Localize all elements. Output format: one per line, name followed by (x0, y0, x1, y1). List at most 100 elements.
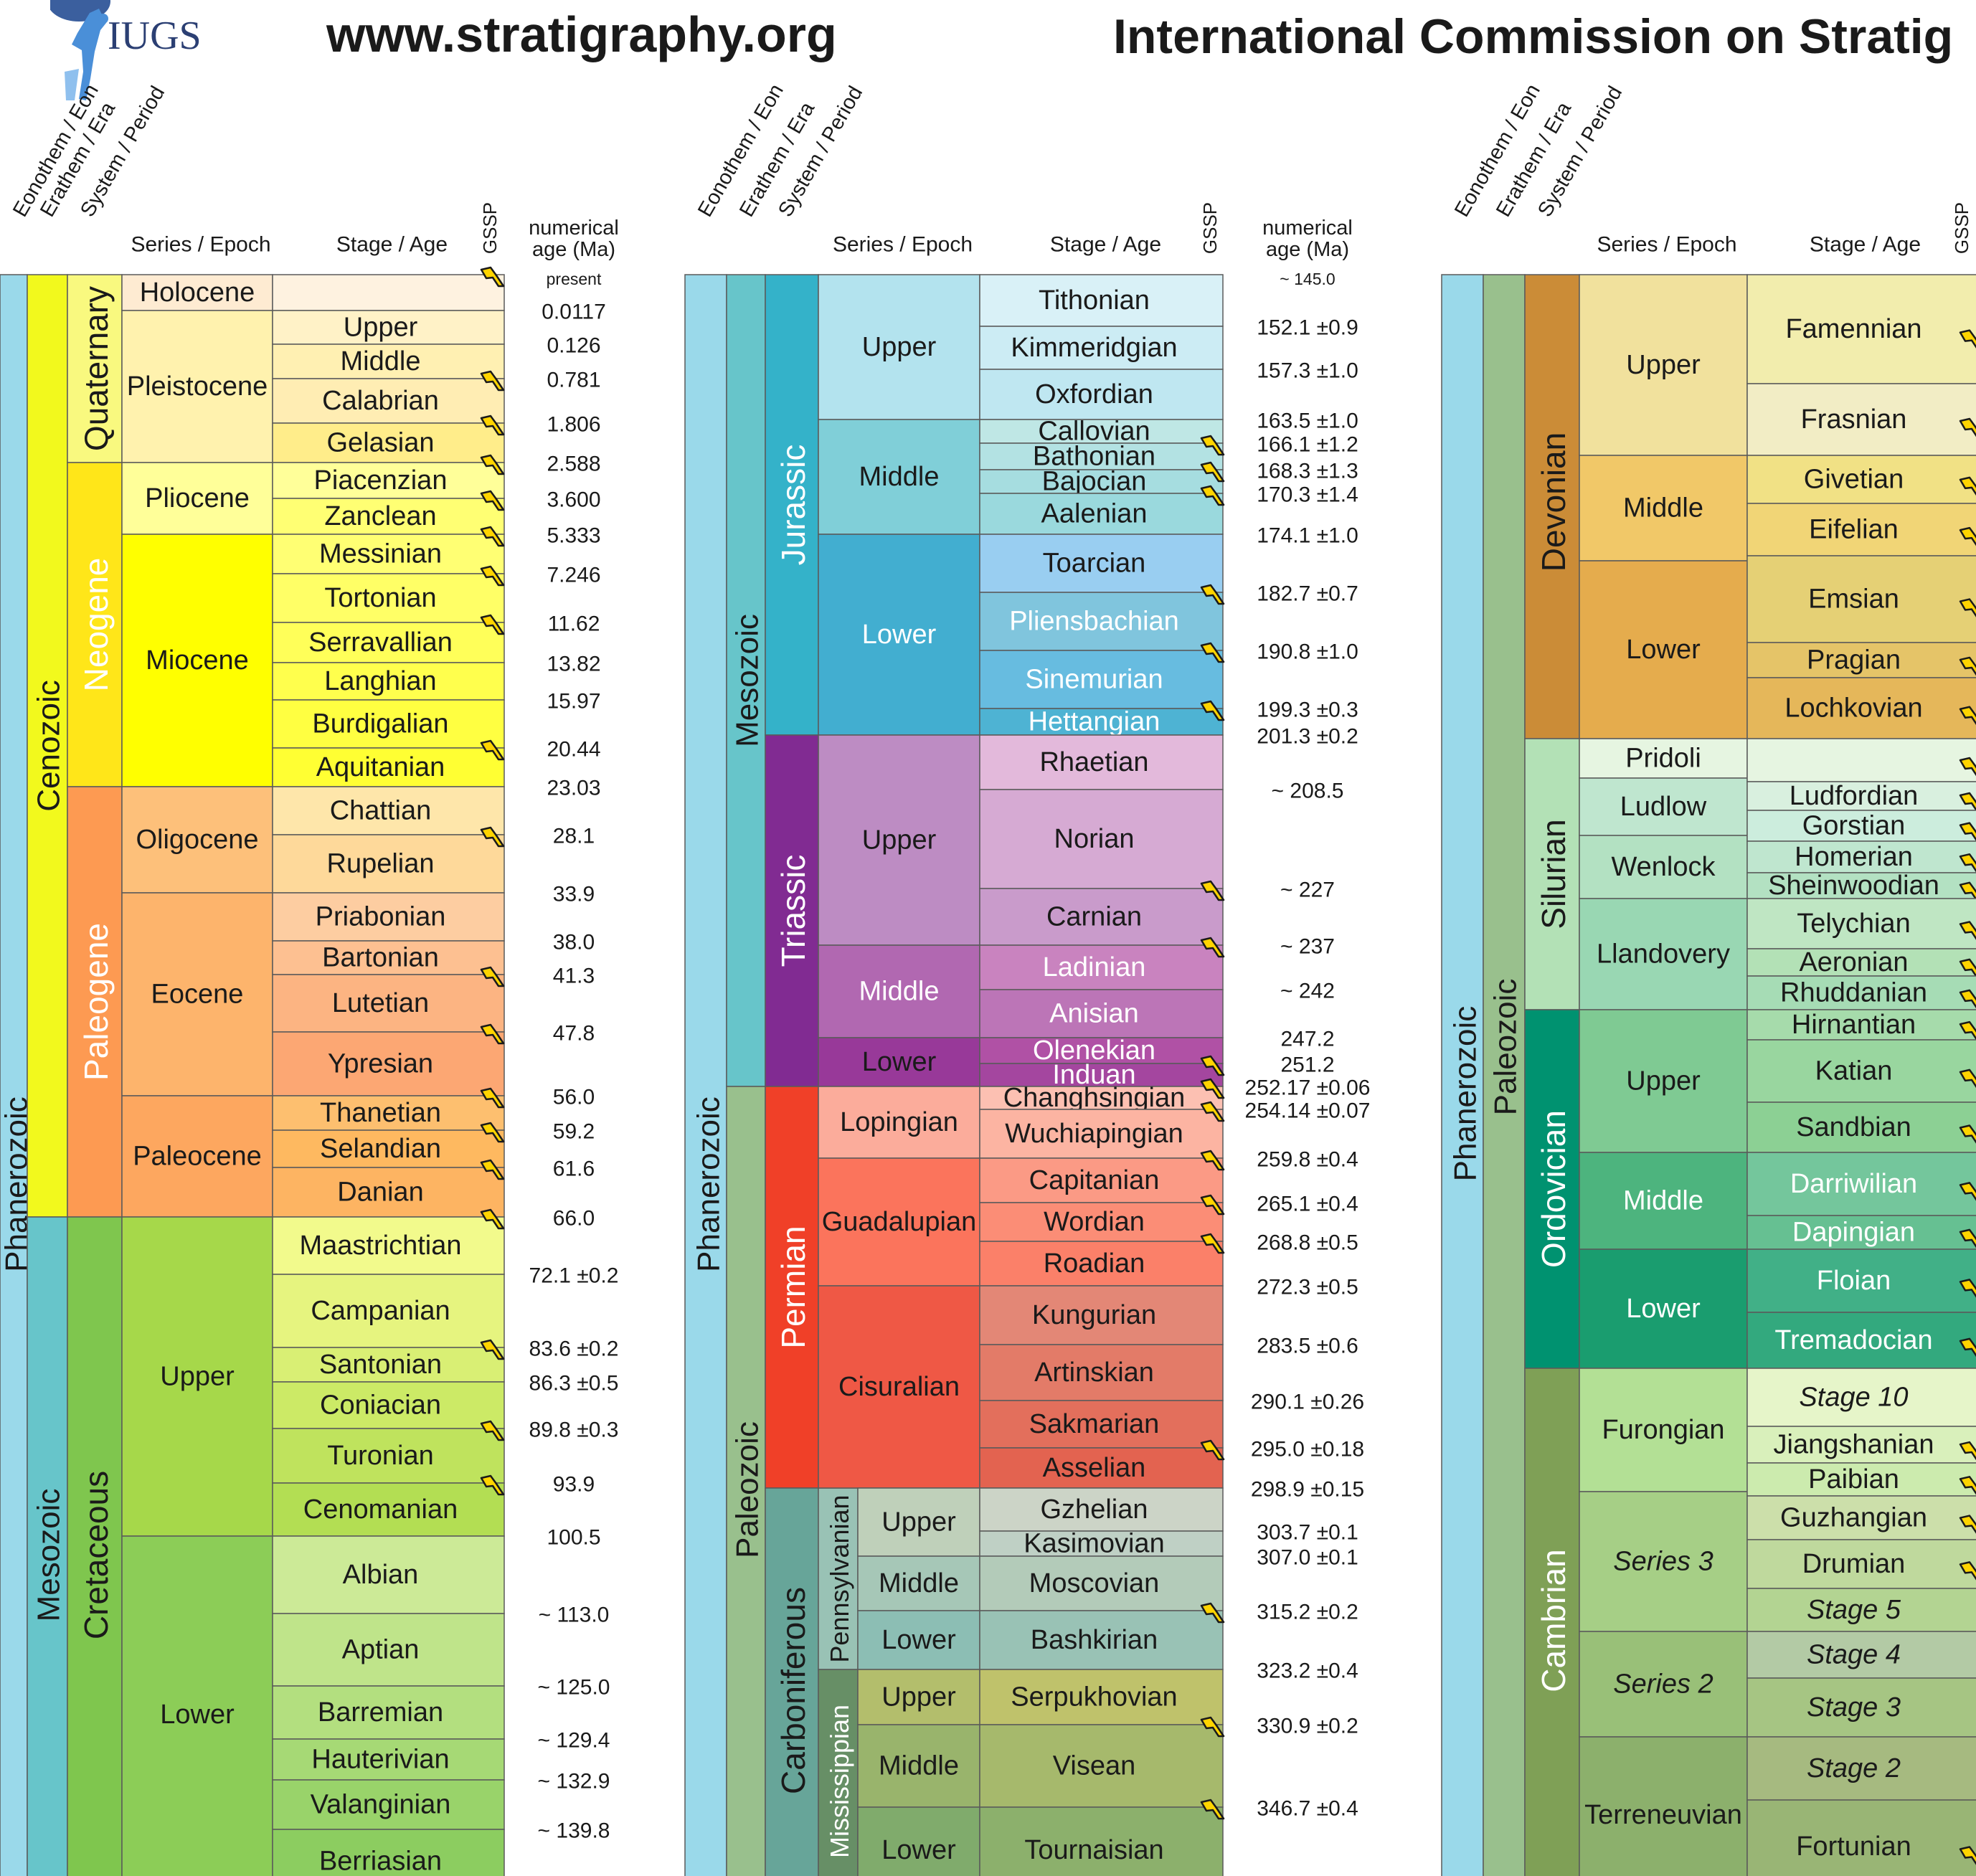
stage-cell (979, 1063, 1224, 1087)
era-label: Paleozoic (1488, 979, 1523, 1116)
epoch-cell (121, 1095, 273, 1218)
stage-cell (979, 1202, 1224, 1242)
golden-spike-icon (1200, 485, 1225, 506)
age-label: ~ 242 (1280, 980, 1335, 1003)
golden-spike-icon (1959, 706, 1976, 726)
stage-cell (1746, 1426, 1976, 1464)
stage-cell (272, 974, 505, 1033)
epoch-label: Middle (879, 1568, 959, 1598)
stage-label: Serravallian (308, 627, 453, 658)
age-label: 66.0 (553, 1207, 595, 1231)
golden-spike-icon (1200, 1078, 1225, 1099)
stage-cell (979, 1530, 1224, 1557)
golden-spike-icon (480, 370, 505, 392)
stage-cell (272, 1095, 505, 1131)
stage-label: Santonian (319, 1350, 442, 1380)
stage-cell (272, 1347, 505, 1383)
stage-cell (1746, 383, 1976, 456)
stage-label: Moscovian (1029, 1568, 1160, 1598)
stage-label: Stage 3 (1807, 1692, 1901, 1723)
era-label: Mesozoic (32, 1489, 67, 1622)
age-label: 303.7 ±0.1 (1257, 1521, 1358, 1545)
stage-label: Barremian (318, 1697, 443, 1728)
period-label: Triassic (775, 855, 812, 967)
age-label: 0.0117 (542, 300, 606, 324)
golden-spike-icon (1959, 1441, 1976, 1461)
golden-spike-icon (1200, 435, 1225, 456)
stage-label: Sakmarian (1029, 1409, 1160, 1439)
stage-cell (1746, 1495, 1976, 1540)
stage-cell (272, 573, 505, 623)
age-label: 259.8 ±0.4 (1257, 1148, 1358, 1172)
stage-cell (272, 422, 505, 463)
stage-cell (272, 1482, 505, 1537)
age-label: 83.6 ±0.2 (529, 1337, 619, 1361)
stage-label: Aptian (342, 1635, 420, 1665)
golden-spike-icon (1959, 1124, 1976, 1144)
golden-spike-icon (480, 1208, 505, 1230)
column-header-gssp: GSSP (1199, 202, 1221, 254)
golden-spike-icon (480, 414, 505, 436)
epoch-label: Pridoli (1625, 744, 1701, 774)
epoch-label: Terreneuvian (1584, 1800, 1742, 1830)
golden-spike-icon (1959, 1846, 1976, 1865)
age-label: 61.6 (553, 1157, 595, 1181)
epoch-cell (121, 462, 273, 535)
column-header-epoch: Series / Epoch (833, 233, 973, 257)
stage-label: Turonian (327, 1441, 434, 1471)
column-header-epoch: Series / Epoch (1597, 233, 1736, 257)
age-label: 5.333 (547, 524, 600, 548)
stage-label: Asselian (1043, 1453, 1146, 1483)
age-label: 23.03 (547, 777, 600, 800)
stage-label: Wuchiapingian (1005, 1119, 1183, 1149)
golden-spike-icon (1959, 881, 1976, 901)
stage-cell (272, 1167, 505, 1218)
golden-spike-icon (1959, 853, 1976, 873)
stage-label: Homerian (1795, 842, 1913, 872)
stage-cell (979, 1487, 1224, 1532)
commission-title: International Commission on Stratig (1113, 9, 1954, 64)
column-header-gssp: GSSP (1951, 202, 1972, 254)
stage-cell (1746, 1368, 1976, 1427)
stage-cell (272, 622, 505, 663)
stage-cell (979, 1724, 1224, 1808)
stage-label: Calabrian (322, 386, 439, 416)
age-top-label: present (547, 270, 602, 288)
epoch-label: Furongian (1602, 1415, 1724, 1445)
stage-cell (979, 592, 1224, 651)
stage-label: Dapingian (1792, 1218, 1915, 1248)
age-label: 252.17 ±0.06 (1245, 1076, 1371, 1100)
period-label: Jurassic (775, 445, 812, 566)
site-url[interactable]: www.stratigraphy.org (326, 6, 837, 62)
golden-spike-icon (480, 1474, 505, 1496)
stage-label: Toarcian (1043, 549, 1146, 579)
epoch-cell (1579, 455, 1748, 562)
golden-spike-icon (1959, 1228, 1976, 1249)
period-label: Permian (775, 1226, 812, 1348)
golden-spike-icon (1200, 1233, 1225, 1254)
stage-label: Wordian (1044, 1207, 1145, 1237)
stage-cell (272, 378, 505, 424)
stage-cell (1746, 948, 1976, 977)
age-label: 11.62 (548, 612, 600, 636)
golden-spike-icon (480, 266, 505, 288)
period-cell (67, 786, 123, 1218)
stage-cell (1746, 455, 1976, 504)
stage-cell (979, 1610, 1224, 1670)
epoch-cell (1579, 1368, 1748, 1492)
golden-spike-icon (1959, 1476, 1976, 1495)
epoch-label: Wenlock (1611, 852, 1716, 882)
stage-label: Upper (344, 313, 418, 343)
golden-spike-icon (1200, 1602, 1225, 1624)
stage-label: Jiangshanian (1774, 1430, 1934, 1460)
stage-label: Capitanian (1029, 1165, 1160, 1195)
stage-cell (979, 734, 1224, 790)
stage-label: Oxfordian (1035, 379, 1153, 409)
stage-label: Gelasian (327, 428, 435, 458)
age-label: 2.588 (547, 453, 600, 476)
stage-cell (979, 1157, 1224, 1203)
stage-label: Bajocian (1042, 467, 1147, 497)
stage-label: Carnian (1046, 902, 1142, 932)
period-cell (1524, 1368, 1580, 1876)
stage-cell (272, 1535, 505, 1614)
